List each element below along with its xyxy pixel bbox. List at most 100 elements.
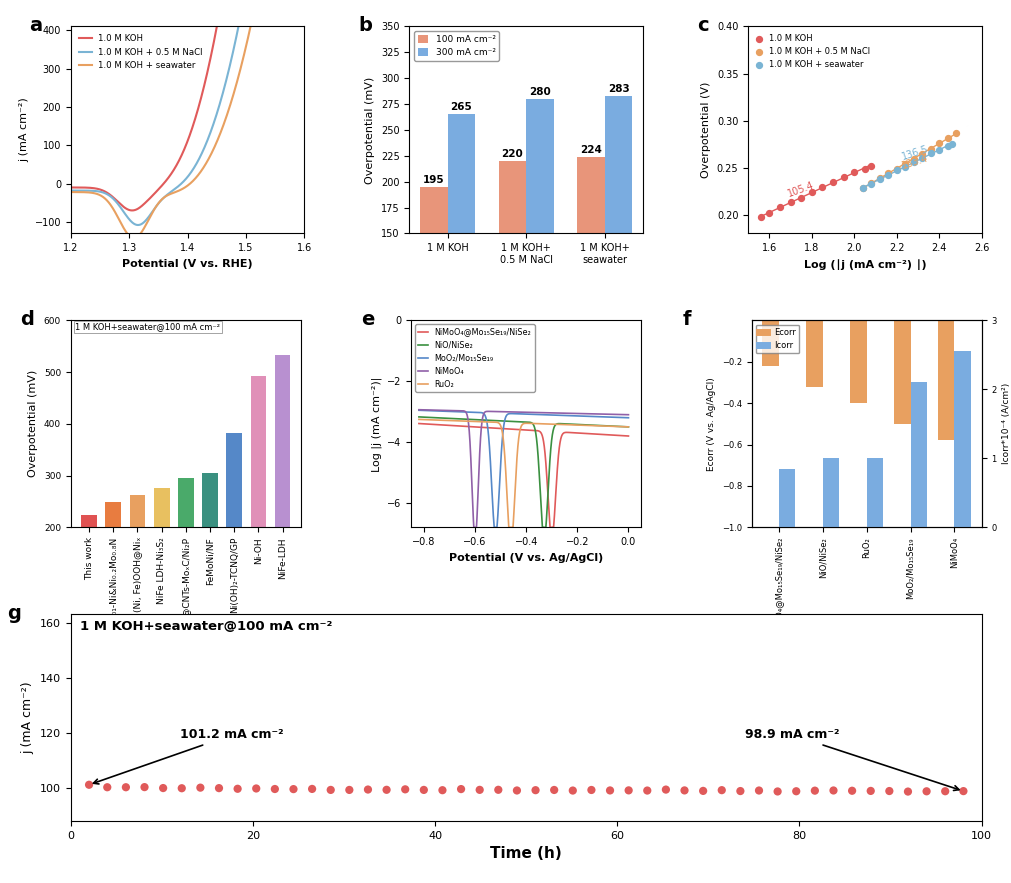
Point <box>788 784 804 798</box>
Point <box>582 783 599 797</box>
NiMoO₄ <box>622 410 634 420</box>
Text: 283: 283 <box>608 84 629 94</box>
1.0 M KOH <box>814 180 830 194</box>
Point <box>155 781 171 795</box>
Bar <box>81 515 97 630</box>
RuO₂ <box>502 522 515 532</box>
Y-axis label: Overpotential (mV): Overpotential (mV) <box>28 370 38 478</box>
1.0 M KOH + 0.5 M NaCl <box>154 196 166 207</box>
1.0 M KOH + seawater <box>938 139 954 153</box>
Y-axis label: Overpotential (V): Overpotential (V) <box>701 82 711 178</box>
Point <box>750 783 766 797</box>
NiMoO₄ <box>509 407 521 418</box>
1.0 M KOH <box>835 170 851 184</box>
1.0 M KOH + seawater <box>943 137 959 151</box>
Point <box>843 784 859 798</box>
Text: d: d <box>20 310 34 329</box>
NiMoO₄@Mo₁₅Se₁₉/NiSe₂ <box>616 430 628 441</box>
NiMoO₄@Mo₁₅Se₁₉/NiSe₂ <box>412 419 425 429</box>
1.0 M KOH + 0.5 M NaCl <box>155 195 167 206</box>
Bar <box>498 161 526 389</box>
1.0 M KOH <box>155 181 167 192</box>
Y-axis label: Overpotential (mV): Overpotential (mV) <box>365 76 375 184</box>
Point <box>602 783 618 797</box>
Point <box>396 782 412 796</box>
Point <box>954 784 971 798</box>
Point <box>806 783 822 797</box>
RuO₂ <box>622 421 634 432</box>
Bar <box>605 96 632 389</box>
Point <box>471 783 487 797</box>
Text: 98.9 mA cm⁻²: 98.9 mA cm⁻² <box>744 728 958 790</box>
Line: MoO₂/Mo₁₅Se₁₉: MoO₂/Mo₁₅Se₁₉ <box>419 411 628 527</box>
NiMoO₄@Mo₁₅Se₁₉/NiSe₂ <box>544 522 556 532</box>
Point <box>825 783 841 797</box>
Point <box>899 784 915 798</box>
1.0 M KOH <box>845 165 861 179</box>
Bar <box>251 376 266 630</box>
Point <box>285 782 301 796</box>
1.0 M KOH + seawater <box>930 143 946 157</box>
1.0 M KOH + seawater <box>166 188 178 199</box>
Bar <box>953 351 971 527</box>
Bar <box>447 115 474 389</box>
Bar <box>420 187 447 389</box>
1.0 M KOH + 0.5 M NaCl <box>930 136 946 150</box>
Text: 105.4: 105.4 <box>786 180 815 199</box>
Point <box>99 781 115 795</box>
Bar <box>178 479 193 630</box>
1.0 M KOH + 0.5 M NaCl <box>870 171 887 185</box>
Bar <box>105 502 121 630</box>
MoO₂/Mo₁₅Se₁₉ <box>616 412 628 423</box>
Point <box>360 782 376 796</box>
RuO₂ <box>509 479 521 490</box>
1.0 M KOH + seawater <box>854 181 870 195</box>
Point <box>713 783 729 797</box>
1.0 M KOH + 0.5 M NaCl <box>947 125 963 140</box>
NiMoO₄ <box>577 408 589 419</box>
NiO/NiSe₂ <box>622 421 634 432</box>
Point <box>341 783 357 797</box>
Point <box>229 781 246 796</box>
Text: b: b <box>358 16 372 35</box>
Y-axis label: Ecorr (V vs. Ag/AgCl): Ecorr (V vs. Ag/AgCl) <box>707 377 716 471</box>
Point <box>192 781 208 795</box>
NiMoO₄ <box>467 522 479 532</box>
Line: RuO₂: RuO₂ <box>419 419 628 527</box>
Line: 1.0 M KOH + 0.5 M NaCl: 1.0 M KOH + 0.5 M NaCl <box>71 0 258 225</box>
Legend: 100 mA cm⁻², 300 mA cm⁻²: 100 mA cm⁻², 300 mA cm⁻² <box>413 31 498 61</box>
RuO₂ <box>412 414 425 425</box>
1.0 M KOH <box>856 162 872 176</box>
Point <box>732 784 748 798</box>
1.0 M KOH + seawater <box>870 172 887 186</box>
NiMoO₄@Mo₁₅Se₁₉/NiSe₂ <box>509 424 521 434</box>
1.0 M KOH + seawater <box>65 187 77 198</box>
RuO₂ <box>424 414 436 425</box>
Point <box>695 784 711 798</box>
Bar <box>274 355 290 630</box>
MoO₂/Mo₁₅Se₁₉ <box>616 412 628 423</box>
MoO₂/Mo₁₅Se₁₉ <box>515 409 527 419</box>
Point <box>768 784 785 798</box>
NiO/NiSe₂ <box>577 419 589 430</box>
MoO₂/Mo₁₅Se₁₉ <box>509 409 521 419</box>
Point <box>453 782 469 796</box>
1.0 M KOH + seawater <box>880 168 896 182</box>
1.0 M KOH <box>65 182 77 192</box>
1.0 M KOH + 0.5 M NaCl <box>922 141 938 155</box>
NiO/NiSe₂ <box>515 417 527 427</box>
Point <box>416 783 432 797</box>
Point <box>639 783 655 797</box>
NiO/NiSe₂ <box>616 421 628 432</box>
1.0 M KOH <box>126 205 139 215</box>
Bar <box>577 157 605 389</box>
Text: f: f <box>682 310 691 329</box>
Bar <box>154 488 170 630</box>
1.0 M KOH <box>154 183 166 193</box>
Point <box>210 781 226 796</box>
1.0 M KOH <box>771 200 788 215</box>
1.0 M KOH + seawater <box>127 233 140 244</box>
Y-axis label: Icorr*10⁻⁴ (A/cm²): Icorr*10⁻⁴ (A/cm²) <box>1001 383 1010 464</box>
1.0 M KOH + 0.5 M NaCl <box>218 82 231 93</box>
Point <box>918 784 934 798</box>
